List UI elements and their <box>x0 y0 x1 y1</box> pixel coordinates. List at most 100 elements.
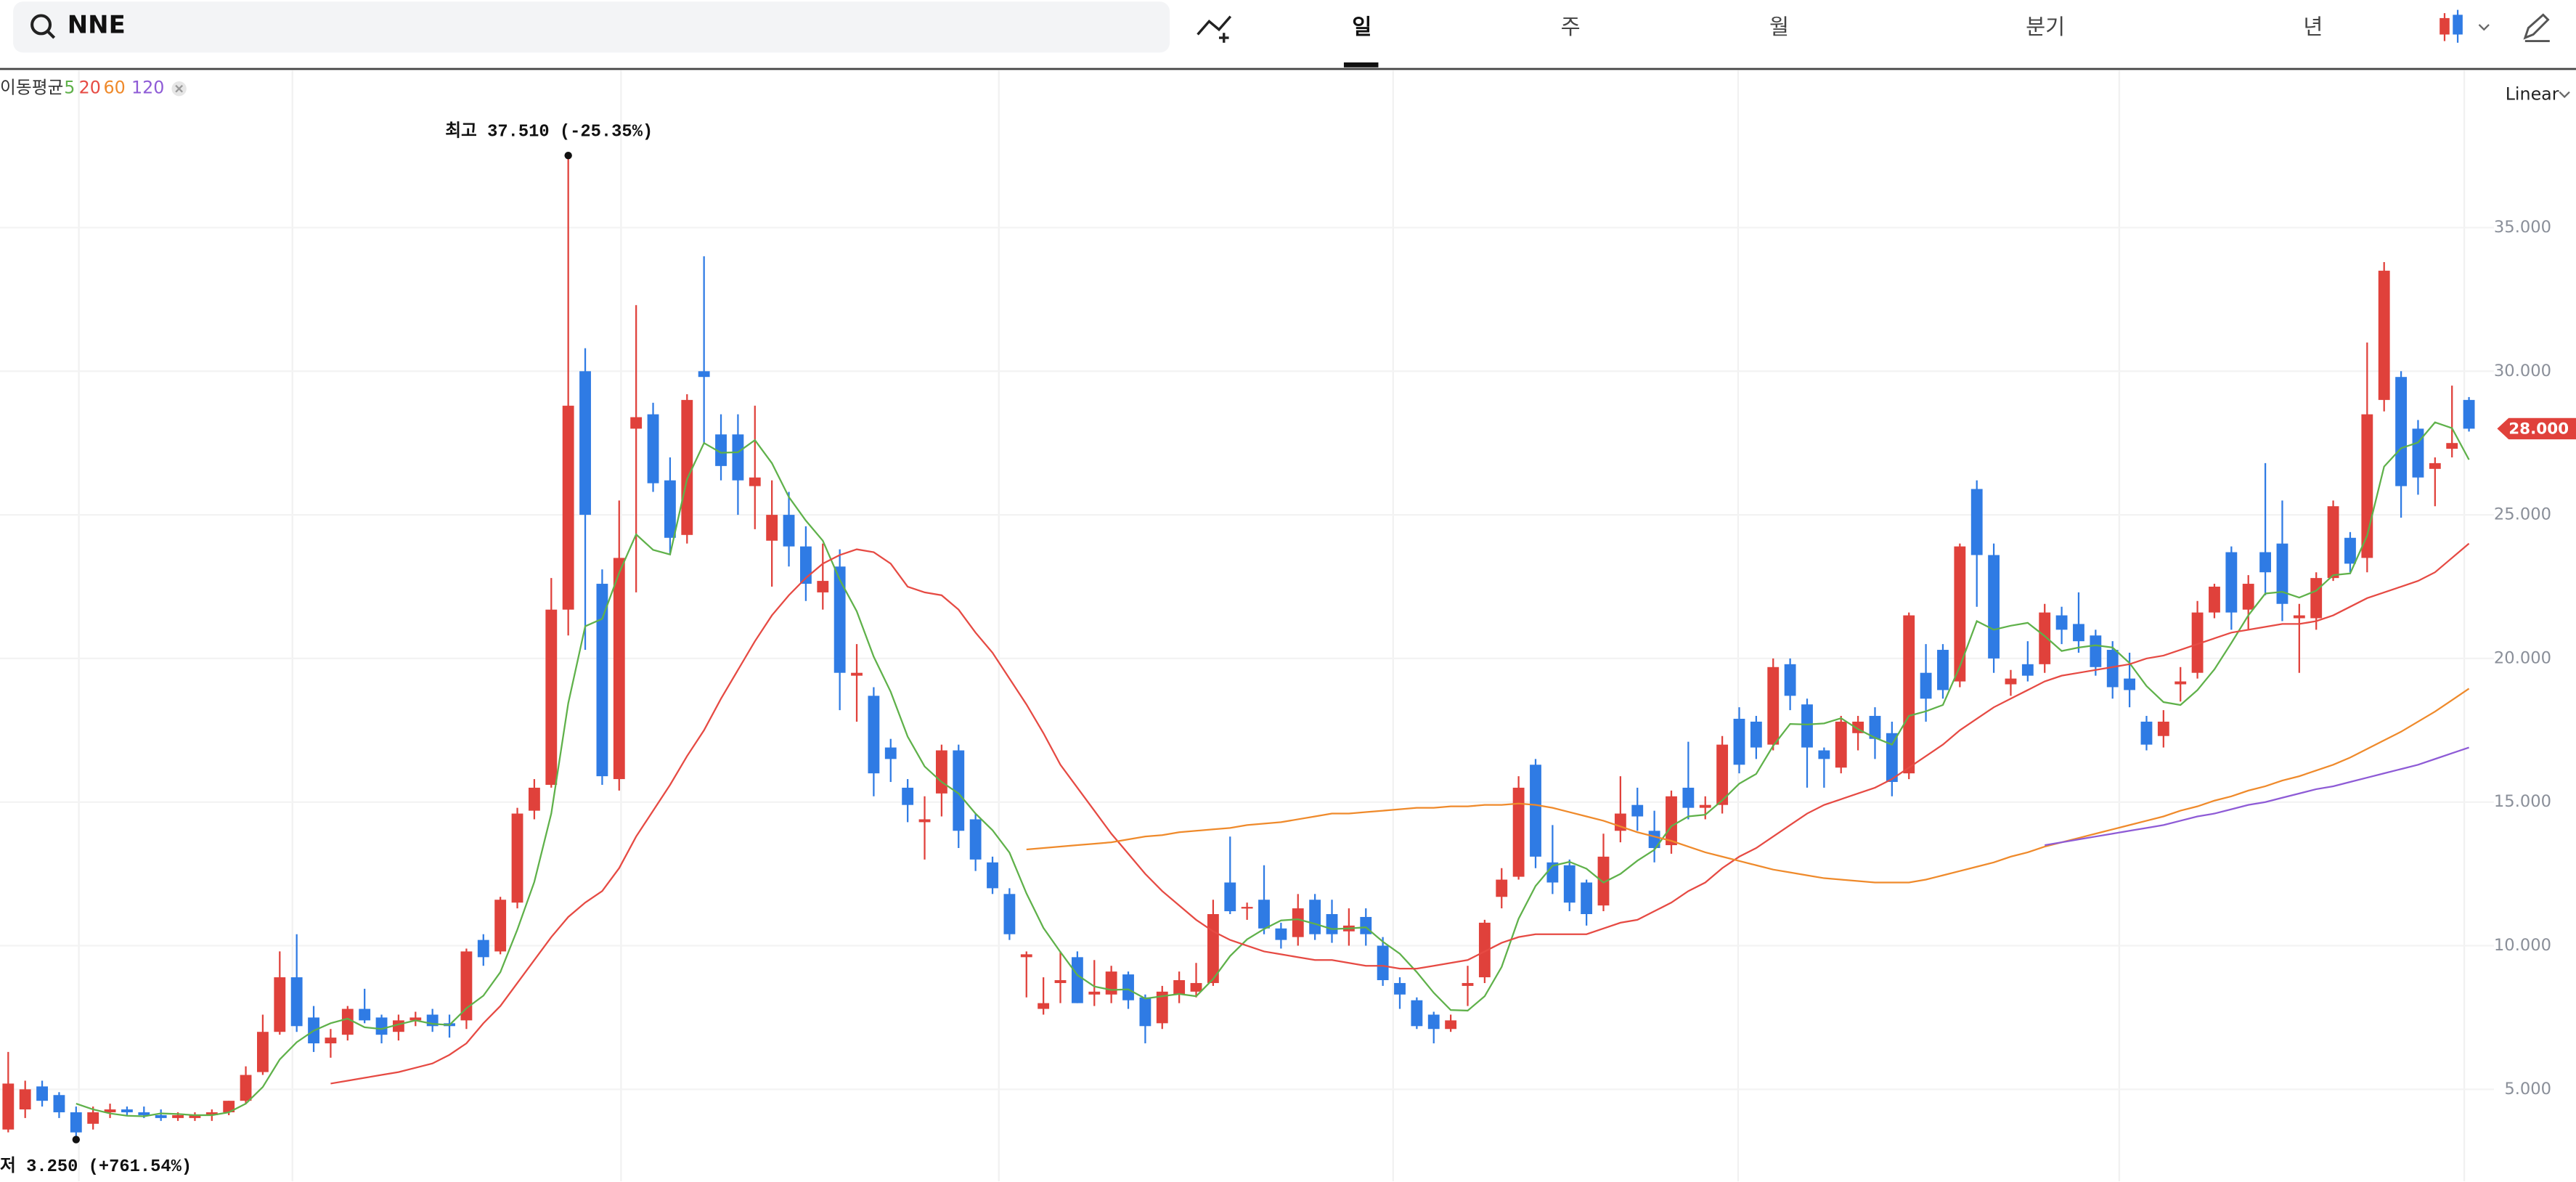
y-tick-label: 30.000 <box>2494 362 2551 380</box>
candle-body <box>953 750 965 831</box>
scale-mode[interactable]: Linear <box>2506 84 2559 105</box>
candle-body <box>189 1114 201 1118</box>
candle-body <box>1581 882 1593 915</box>
candle-body <box>19 1089 31 1110</box>
scale-chevron[interactable] <box>2559 91 2570 99</box>
candle-body <box>833 566 846 673</box>
ma-legend-entry[interactable]: 5 <box>64 78 75 98</box>
candle-body <box>2225 552 2238 613</box>
candle-body <box>1258 900 1270 929</box>
candle-body <box>205 1112 218 1115</box>
tab[interactable]: 월 <box>1769 15 1789 39</box>
candle-body <box>1122 974 1134 1000</box>
tab[interactable]: 분기 <box>2026 15 2065 39</box>
candle-body <box>2412 428 2424 478</box>
candle-body <box>783 515 795 547</box>
candle-body <box>2310 578 2323 619</box>
candle-body <box>325 1038 337 1044</box>
candle-body <box>1750 721 1762 748</box>
candle-body <box>1937 650 1949 690</box>
candle-body <box>2344 537 2356 564</box>
candle-body <box>1427 1014 1440 1030</box>
candle-body <box>799 546 812 584</box>
candle-body <box>2073 624 2084 642</box>
indicator-icon[interactable] <box>1197 15 1232 43</box>
search-text[interactable]: NNE <box>68 11 126 40</box>
candle-body <box>630 417 643 429</box>
candle-body <box>902 787 914 805</box>
candle-body <box>341 1008 354 1035</box>
candle-body <box>87 1112 99 1124</box>
y-tick-label: 35.000 <box>2494 218 2551 237</box>
candle-body <box>1462 982 1474 986</box>
candle-body <box>817 581 829 592</box>
ma-legend-entry[interactable]: 120 <box>131 78 164 98</box>
candle-body <box>494 900 507 952</box>
chart-type-icon[interactable] <box>2440 9 2490 43</box>
candle-body <box>2293 615 2305 619</box>
candle-body <box>935 750 947 794</box>
candle-body <box>2191 612 2204 673</box>
candle-body <box>155 1114 167 1118</box>
candle-body <box>1801 704 1813 748</box>
candle-body <box>647 414 659 484</box>
candle-body <box>138 1112 150 1115</box>
draw-icon[interactable] <box>2523 13 2550 43</box>
candle-body <box>1886 733 1898 783</box>
candle-body <box>70 1112 82 1133</box>
legend-close[interactable] <box>171 81 187 97</box>
candle-body <box>1631 804 1644 817</box>
candle-body <box>1088 991 1101 995</box>
candle-body <box>1445 1020 1457 1030</box>
candle-body <box>698 371 710 378</box>
candle-body <box>1292 908 1304 937</box>
y-tick-label: 5.000 <box>2504 1080 2551 1099</box>
tab[interactable]: 주 <box>1561 15 1581 39</box>
candle-body <box>1377 945 1389 980</box>
ma-legend-entry[interactable]: 60 <box>104 78 126 98</box>
y-tick-label: 15.000 <box>2494 792 2551 811</box>
candle-body <box>664 480 676 538</box>
y-tick-label: 25.000 <box>2494 505 2551 524</box>
search-box[interactable] <box>13 1 1170 53</box>
candle-body <box>1903 615 1915 774</box>
candle-body <box>1038 1003 1050 1009</box>
candle-body <box>1920 672 1932 699</box>
candle-body <box>2446 443 2458 449</box>
candle-body <box>868 696 880 774</box>
candle-body <box>987 862 998 889</box>
candle-body <box>1869 716 1881 739</box>
candle-body <box>2174 681 2187 685</box>
low-annotation: 저 3.250 (+761.54%) <box>0 1156 192 1177</box>
candle-body <box>1784 664 1796 696</box>
candle-body <box>1666 796 1677 846</box>
candle-body <box>1597 856 1610 906</box>
candle-body <box>1139 997 1152 1027</box>
candle-body <box>2106 650 2119 688</box>
last-price-tag <box>2497 417 2576 440</box>
candle-body <box>596 584 608 777</box>
candle-body <box>121 1109 133 1112</box>
candle-body <box>1224 882 1236 912</box>
candle-body <box>579 371 591 515</box>
candle-body <box>1309 900 1321 934</box>
candle-body <box>528 787 540 811</box>
candle-body <box>2 1083 15 1130</box>
ma-legend-title: 이동평균 <box>0 78 63 98</box>
candle-body <box>766 515 778 541</box>
candle-body <box>1835 721 1847 768</box>
ma-legend-entry[interactable]: 20 <box>79 78 101 98</box>
tab[interactable]: 년 <box>2303 15 2323 39</box>
candle-body <box>2090 635 2102 667</box>
candle-body <box>1699 804 1711 808</box>
ma-line <box>1026 688 2470 884</box>
candle-body <box>2242 584 2254 610</box>
candle-body <box>681 399 693 535</box>
candle-body <box>2157 721 2169 736</box>
tab[interactable]: 일 <box>1352 15 1371 39</box>
candle-body <box>2140 721 2153 745</box>
candle-body <box>1326 914 1338 934</box>
candle-body <box>1988 555 2000 659</box>
